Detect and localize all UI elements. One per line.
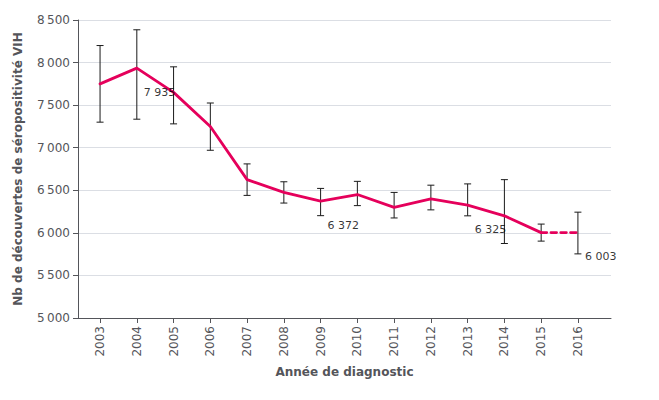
svg-text:8 500: 8 500	[37, 13, 70, 27]
svg-text:6 000: 6 000	[37, 226, 70, 240]
svg-text:7 000: 7 000	[37, 141, 70, 155]
svg-text:2008: 2008	[277, 326, 291, 357]
svg-text:6 325: 6 325	[475, 223, 507, 236]
svg-text:6 372: 6 372	[328, 219, 360, 232]
svg-text:2003: 2003	[93, 326, 107, 357]
svg-text:Nb de découvertes de séroposit: Nb de découvertes de séropositivité VIH	[11, 32, 25, 306]
svg-text:5 000: 5 000	[37, 311, 70, 325]
svg-text:8 000: 8 000	[37, 56, 70, 70]
svg-text:2013: 2013	[461, 326, 475, 357]
svg-text:2010: 2010	[350, 326, 364, 357]
svg-text:2015: 2015	[534, 326, 548, 357]
svg-text:2005: 2005	[167, 326, 181, 357]
svg-text:2009: 2009	[314, 326, 328, 357]
svg-text:5 500: 5 500	[37, 268, 70, 282]
svg-text:2012: 2012	[424, 326, 438, 357]
svg-text:2016: 2016	[571, 326, 585, 357]
svg-text:6 500: 6 500	[37, 183, 70, 197]
svg-text:7 935: 7 935	[144, 86, 176, 99]
svg-text:2006: 2006	[203, 326, 217, 357]
svg-text:2011: 2011	[387, 326, 401, 357]
svg-text:Année de diagnostic: Année de diagnostic	[275, 365, 413, 379]
svg-text:7 500: 7 500	[37, 98, 70, 112]
svg-text:6 003: 6 003	[585, 250, 617, 263]
svg-text:2014: 2014	[497, 326, 511, 357]
svg-text:2004: 2004	[130, 326, 144, 357]
svg-text:2007: 2007	[240, 326, 254, 357]
